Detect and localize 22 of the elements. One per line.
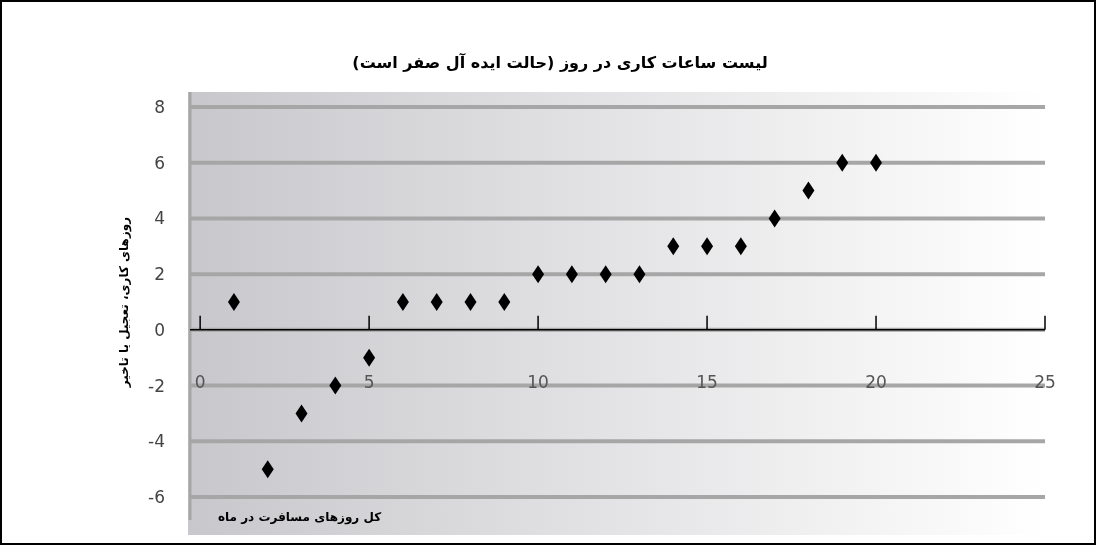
y-tick-label: 4 <box>154 208 165 229</box>
point <box>498 293 511 311</box>
point <box>464 293 477 311</box>
x-tick-label: 10 <box>527 371 549 392</box>
y-tick-label: 6 <box>154 152 165 173</box>
x-tick-label: 5 <box>363 371 375 392</box>
y-tick-label: -2 <box>148 375 165 396</box>
point <box>396 293 409 311</box>
y-tick-label: 0 <box>154 319 165 340</box>
y-tick-label: -6 <box>148 487 165 507</box>
x-axis-title: کل روزهای مسافرت در ماه <box>218 510 382 525</box>
x-tick-label: 0 <box>194 371 206 392</box>
x-tick-label: 15 <box>696 371 718 392</box>
y-tick-label: -4 <box>148 431 165 452</box>
y-tick-label: 2 <box>154 264 165 285</box>
x-tick-label: 20 <box>865 371 887 392</box>
point <box>227 293 240 311</box>
y-tick-label: 8 <box>154 97 165 117</box>
chart-title: لیست ساعات کاری در روز (حالت ایده آل صفر است) <box>352 52 768 72</box>
y-axis-title: روزهای کاری، تعجیل یا تاخیر <box>117 216 132 389</box>
point <box>430 293 443 311</box>
x-tick-label: 25 <box>1034 371 1056 392</box>
